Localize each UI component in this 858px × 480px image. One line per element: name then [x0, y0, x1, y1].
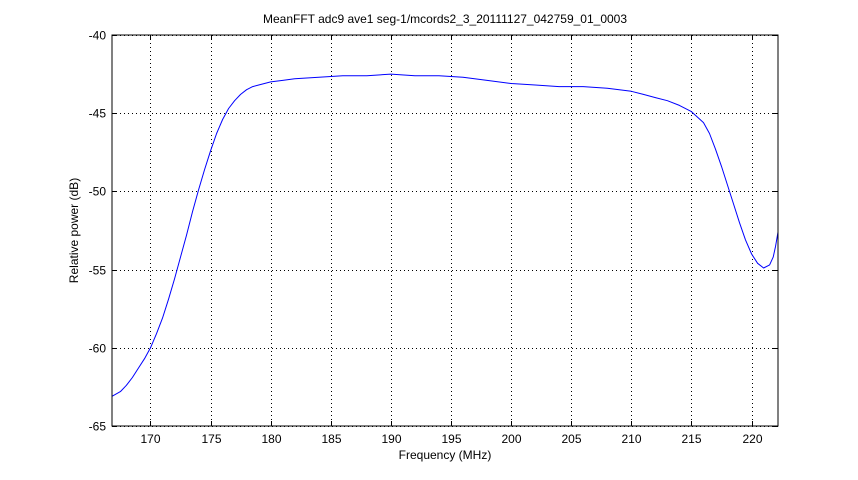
x-tick-label: 190	[381, 432, 401, 446]
y-tick-label: -60	[89, 342, 107, 356]
series-line	[111, 73, 779, 397]
x-tick-label: 200	[501, 432, 521, 446]
x-tick-label: 210	[621, 432, 641, 446]
x-tick-label: 185	[321, 432, 341, 446]
x-axis-label: Frequency (MHz)	[399, 448, 492, 462]
tick-marks	[112, 35, 778, 427]
y-tick-label: -50	[89, 185, 107, 199]
x-tick-label: 175	[201, 432, 221, 446]
y-tick-label: -45	[89, 107, 107, 121]
y-tick-label: -65	[89, 420, 107, 434]
chart-title: MeanFFT adc9 ave1 seg-1/mcords2_3_201111…	[263, 12, 627, 26]
x-tick-label: 205	[561, 432, 581, 446]
x-tick-label: 170	[140, 432, 160, 446]
data-series	[111, 73, 779, 397]
x-tick-label: 195	[441, 432, 461, 446]
y-tick-label: -40	[89, 29, 107, 43]
x-tick-label: 180	[261, 432, 281, 446]
grid-lines	[112, 35, 778, 427]
x-tick-label: 215	[681, 432, 701, 446]
plot-area-frame	[111, 34, 779, 427]
x-tick-label: 220	[742, 432, 762, 446]
y-tick-label: -55	[89, 264, 107, 278]
y-axis-label: Relative power (dB)	[67, 178, 81, 283]
